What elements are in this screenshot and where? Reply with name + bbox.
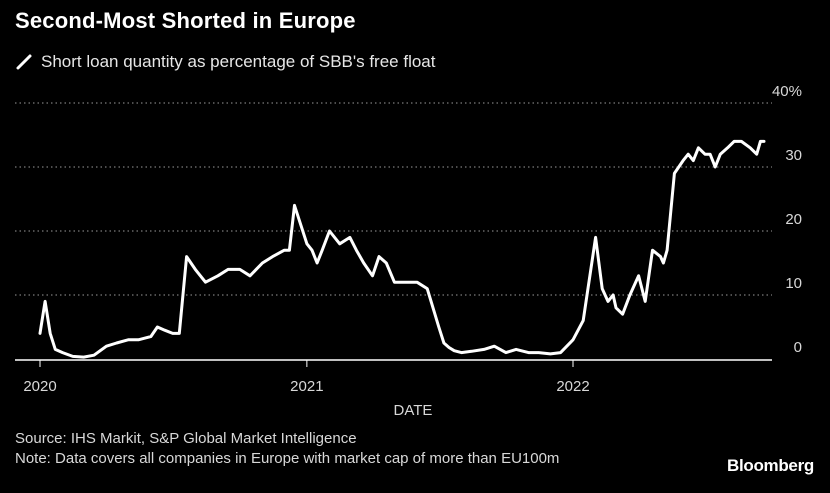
source-note: Source: IHS Markit, S&P Global Market In… <box>15 430 357 447</box>
bloomberg-logo: Bloomberg <box>726 456 814 475</box>
chart-title: Second-Most Shorted in Europe <box>15 8 356 33</box>
y-tick-label: 40% <box>772 83 802 100</box>
y-tick-label: 10 <box>785 275 802 292</box>
legend-line-icon <box>16 54 32 70</box>
y-tick-label: 20 <box>785 211 802 228</box>
legend: Short loan quantity as percentage of SBB… <box>15 52 436 72</box>
x-tick-label: 2020 <box>23 378 56 395</box>
series-group <box>38 139 766 359</box>
y-axis-ticks: 0 10 20 30 40% <box>772 83 802 356</box>
grid-lines <box>15 102 772 296</box>
y-tick-label: 0 <box>794 339 802 356</box>
x-tick-label: 2022 <box>556 378 589 395</box>
data-note: Note: Data covers all companies in Europ… <box>15 450 560 467</box>
x-axis-label: DATE <box>394 402 433 419</box>
x-axis: 2020 2021 2022 DATE <box>15 359 772 419</box>
series-line <box>38 139 766 359</box>
y-tick-label: 30 <box>785 147 802 164</box>
x-tick-label: 2021 <box>290 378 323 395</box>
legend-label: Short loan quantity as percentage of SBB… <box>41 52 436 71</box>
